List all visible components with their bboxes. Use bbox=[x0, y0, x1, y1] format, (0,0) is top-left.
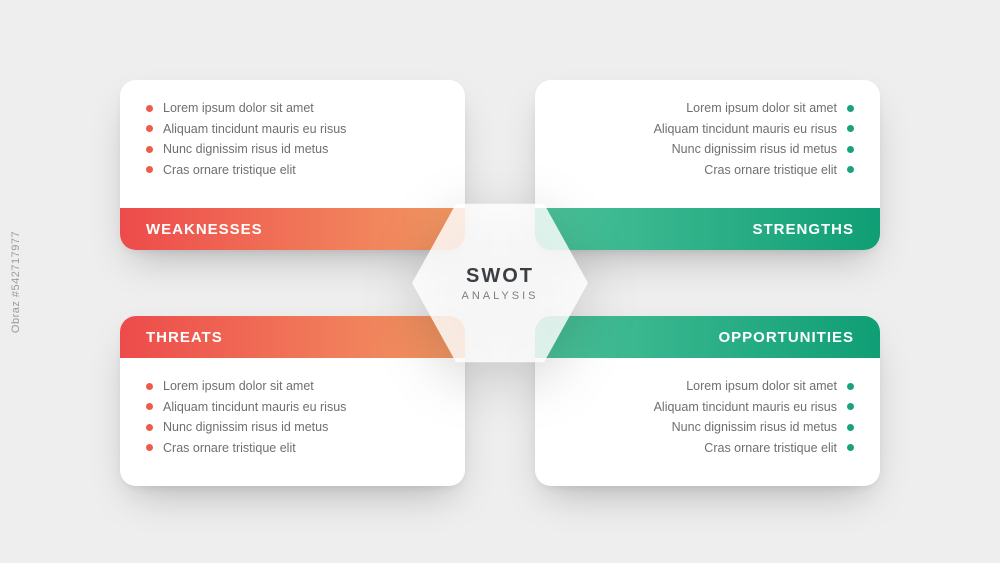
bullet-icon bbox=[146, 125, 153, 132]
bullet-icon bbox=[146, 105, 153, 112]
watermark-text: Obraz #542717977 bbox=[10, 230, 22, 332]
card-strengths-label: STRENGTHS bbox=[752, 221, 854, 238]
item-text: Cras ornare tristique elit bbox=[163, 442, 296, 455]
card-opportunities-label: OPPORTUNITIES bbox=[718, 329, 854, 346]
bullet-icon bbox=[146, 403, 153, 410]
list-item: Cras ornare tristique elit bbox=[146, 442, 439, 455]
item-text: Cras ornare tristique elit bbox=[163, 164, 296, 177]
center-subtitle: ANALYSIS bbox=[462, 290, 539, 302]
list-item: Lorem ipsum dolor sit amet bbox=[686, 380, 854, 393]
list-item: Aliquam tincidunt mauris eu risus bbox=[146, 401, 439, 414]
bullet-icon bbox=[146, 166, 153, 173]
item-text: Nunc dignissim risus id metus bbox=[672, 421, 837, 434]
item-text: Nunc dignissim risus id metus bbox=[163, 143, 328, 156]
center-title: SWOT bbox=[466, 265, 534, 288]
item-text: Aliquam tincidunt mauris eu risus bbox=[654, 401, 837, 414]
bullet-icon bbox=[146, 424, 153, 431]
bullet-icon bbox=[847, 444, 854, 451]
item-text: Aliquam tincidunt mauris eu risus bbox=[163, 401, 346, 414]
bullet-icon bbox=[146, 383, 153, 390]
bullet-icon bbox=[847, 166, 854, 173]
list-item: Aliquam tincidunt mauris eu risus bbox=[146, 123, 439, 136]
bullet-icon bbox=[847, 105, 854, 112]
list-item: Nunc dignissim risus id metus bbox=[146, 143, 439, 156]
list-item: Lorem ipsum dolor sit amet bbox=[146, 102, 439, 115]
bullet-icon bbox=[847, 424, 854, 431]
item-text: Lorem ipsum dolor sit amet bbox=[686, 102, 837, 115]
card-threats-body: Lorem ipsum dolor sit amet Aliquam tinci… bbox=[120, 358, 465, 486]
item-text: Lorem ipsum dolor sit amet bbox=[163, 380, 314, 393]
item-text: Aliquam tincidunt mauris eu risus bbox=[163, 123, 346, 136]
list-item: Lorem ipsum dolor sit amet bbox=[146, 380, 439, 393]
item-text: Nunc dignissim risus id metus bbox=[672, 143, 837, 156]
list-item: Aliquam tincidunt mauris eu risus bbox=[654, 123, 854, 136]
swot-stage: Lorem ipsum dolor sit amet Aliquam tinci… bbox=[0, 0, 1000, 563]
bullet-icon bbox=[847, 383, 854, 390]
list-item: Aliquam tincidunt mauris eu risus bbox=[654, 401, 854, 414]
list-item: Nunc dignissim risus id metus bbox=[672, 421, 854, 434]
bullet-icon bbox=[146, 146, 153, 153]
item-text: Cras ornare tristique elit bbox=[704, 164, 837, 177]
list-item: Nunc dignissim risus id metus bbox=[672, 143, 854, 156]
center-hexagon: SWOT ANALYSIS bbox=[412, 195, 588, 371]
list-item: Lorem ipsum dolor sit amet bbox=[686, 102, 854, 115]
list-item: Cras ornare tristique elit bbox=[704, 164, 854, 177]
card-weaknesses-label: WEAKNESSES bbox=[146, 221, 263, 238]
card-weaknesses-body: Lorem ipsum dolor sit amet Aliquam tinci… bbox=[120, 80, 465, 208]
bullet-icon bbox=[146, 444, 153, 451]
card-strengths-body: Lorem ipsum dolor sit amet Aliquam tinci… bbox=[535, 80, 880, 208]
list-item: Cras ornare tristique elit bbox=[146, 164, 439, 177]
item-text: Aliquam tincidunt mauris eu risus bbox=[654, 123, 837, 136]
bullet-icon bbox=[847, 403, 854, 410]
card-opportunities-body: Lorem ipsum dolor sit amet Aliquam tinci… bbox=[535, 358, 880, 486]
bullet-icon bbox=[847, 146, 854, 153]
hexagon-shape: SWOT ANALYSIS bbox=[412, 195, 588, 371]
item-text: Lorem ipsum dolor sit amet bbox=[686, 380, 837, 393]
list-item: Cras ornare tristique elit bbox=[704, 442, 854, 455]
item-text: Cras ornare tristique elit bbox=[704, 442, 837, 455]
item-text: Nunc dignissim risus id metus bbox=[163, 421, 328, 434]
item-text: Lorem ipsum dolor sit amet bbox=[163, 102, 314, 115]
bullet-icon bbox=[847, 125, 854, 132]
list-item: Nunc dignissim risus id metus bbox=[146, 421, 439, 434]
card-threats-label: THREATS bbox=[146, 329, 223, 346]
